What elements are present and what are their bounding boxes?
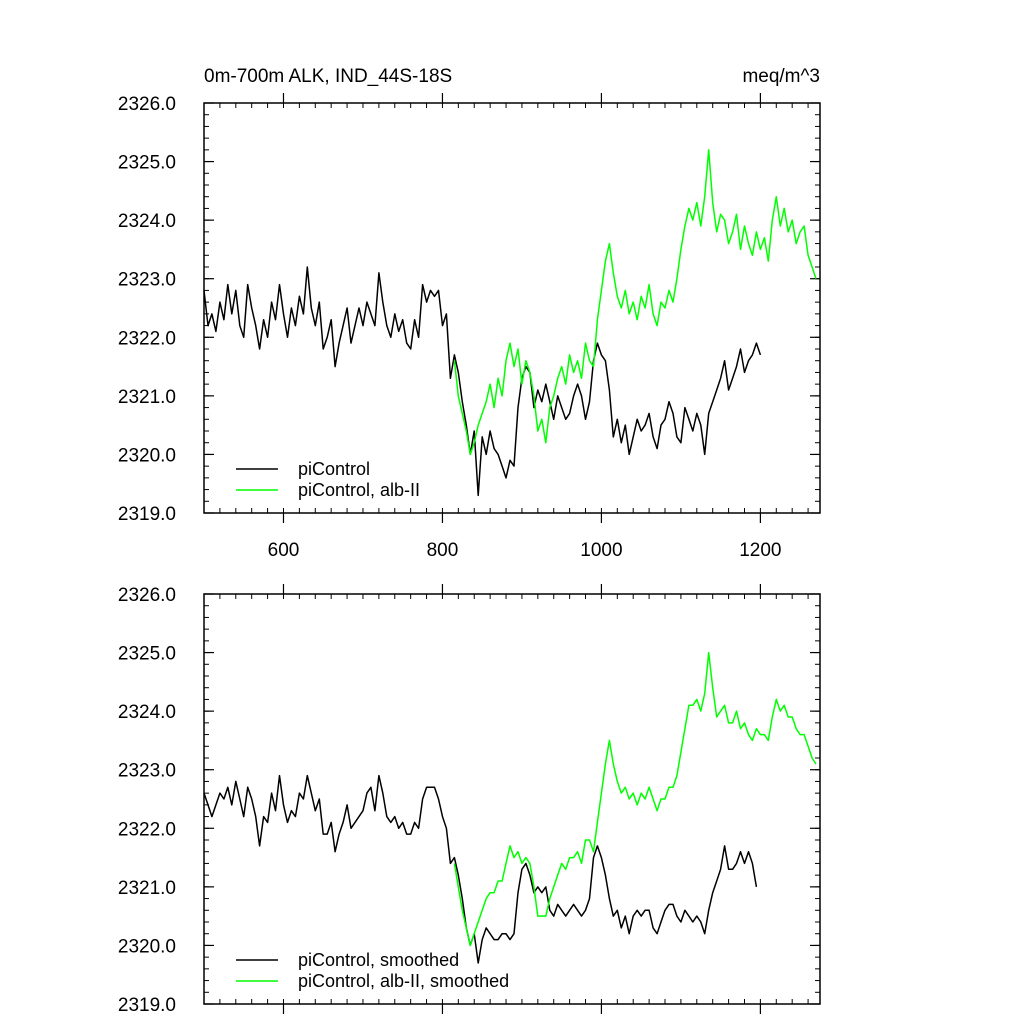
y-tick-label: 2322.0 (118, 328, 176, 349)
y-tick-label: 2323.0 (118, 270, 176, 291)
y-tick-label: 2320.0 (118, 445, 176, 466)
x-tick-label: 1000 (580, 540, 622, 561)
bottom-y-axis: 2319.0 2320.0 2321.0 2322.0 2323.0 2324.0 2325… (118, 585, 820, 1016)
top-minor-ticks (204, 102, 820, 514)
top-plot-frame (203, 102, 821, 514)
bottom-plot-frame (203, 593, 821, 1005)
y-tick-label: 2321.0 (118, 387, 176, 408)
y-tick-label: 2325.0 (118, 153, 176, 174)
top-x-axis: 600 800 1000 1200 (268, 93, 782, 561)
y-tick-label: 2326.0 (118, 585, 176, 606)
top-panel: 2319.0 2320.0 2321.0 2322.0 2323.0 2324.0 2325… (118, 93, 821, 561)
legend-label-1: piControl (298, 459, 370, 479)
bottom-series-group (203, 651, 817, 964)
legend-label-2: piControl, alb-II (298, 480, 420, 500)
series-line-1 (203, 266, 762, 497)
top-y-axis: 2319.0 2320.0 2321.0 2322.0 2323.0 2324.0 2325… (118, 94, 820, 525)
chart-units: meq/m^3 (742, 66, 820, 87)
x-tick-label: 800 (427, 540, 459, 561)
legend-label-1: piControl, smoothed (298, 950, 459, 970)
bottom-minor-ticks (204, 593, 820, 1005)
bottom-panel: 2319.0 2320.0 2321.0 2322.0 2323.0 2324.0 2325… (118, 584, 821, 1016)
series-line-2 (453, 651, 817, 947)
y-tick-label: 2324.0 (118, 211, 176, 232)
y-tick-label: 2322.0 (118, 819, 176, 840)
series-line-1 (203, 774, 758, 964)
bottom-x-axis (282, 584, 761, 1014)
x-tick-label: 1200 (739, 540, 781, 561)
legend-label-2: piControl, alb-II, smoothed (298, 971, 509, 991)
y-tick-label: 2325.0 (118, 644, 176, 665)
y-tick-label: 2321.0 (118, 878, 176, 899)
y-tick-label: 2319.0 (118, 995, 176, 1016)
y-tick-label: 2320.0 (118, 936, 176, 957)
y-tick-label: 2324.0 (118, 702, 176, 723)
y-tick-label: 2319.0 (118, 504, 176, 525)
chart-title: 0m-700m ALK, IND_44S-18S (204, 66, 452, 87)
top-series-group (203, 149, 817, 497)
y-tick-label: 2323.0 (118, 761, 176, 782)
x-tick-label: 600 (268, 540, 300, 561)
series-line-2 (453, 149, 817, 456)
y-tick-label: 2326.0 (118, 94, 176, 115)
